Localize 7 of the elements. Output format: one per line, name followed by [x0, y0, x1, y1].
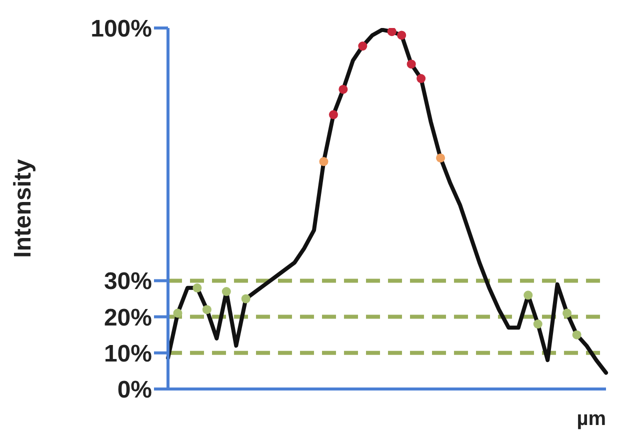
y-tick-label: 10%	[104, 340, 152, 368]
y-tick-label: 30%	[104, 268, 152, 296]
y-axis-title: Intensity	[10, 158, 37, 258]
y-tick-label: 0%	[117, 376, 152, 404]
y-tick-label: 20%	[104, 304, 152, 332]
y-tick-label: 100%	[90, 16, 152, 43]
x-axis-title: µm	[576, 408, 606, 430]
